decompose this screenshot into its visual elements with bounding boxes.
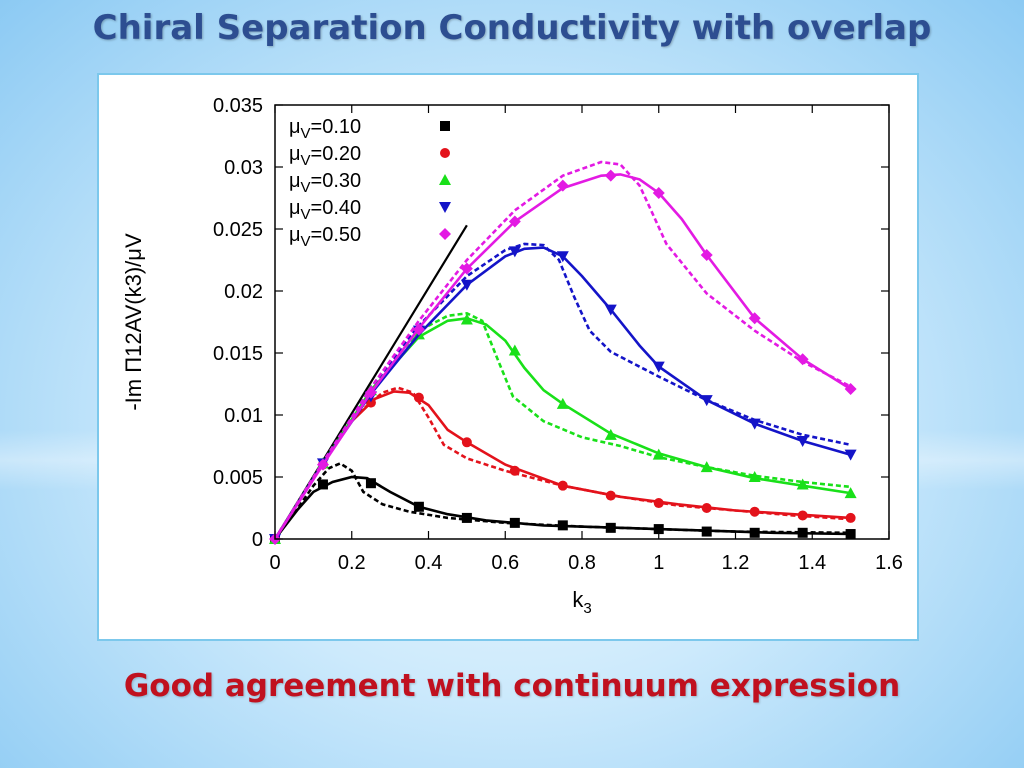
legend-marker [440, 121, 450, 131]
x-tick-label: 1.6 [875, 552, 903, 574]
x-tick-label: 0.8 [568, 552, 596, 574]
legend-marker [439, 174, 451, 185]
data-point [365, 397, 376, 408]
data-point [316, 458, 329, 471]
y-axis-label: -Im Π12AV(k3)/μV [121, 233, 146, 411]
data-point [508, 246, 521, 258]
data-point [413, 392, 424, 403]
data-point [412, 323, 425, 336]
data-point [796, 478, 809, 490]
data-point [748, 471, 761, 482]
data-point [557, 480, 568, 491]
x-tick-label: 0.4 [415, 552, 443, 574]
legend-marker [439, 202, 451, 213]
y-tick-label: 0.035 [213, 95, 263, 117]
data-point [701, 526, 712, 537]
data-point [749, 527, 760, 538]
data-point [556, 179, 569, 192]
legend-marker [439, 228, 451, 240]
data-point [749, 506, 760, 517]
plot-border [274, 104, 890, 540]
data-point [413, 501, 424, 512]
data-point [508, 344, 521, 356]
data-point [556, 397, 569, 409]
series-1 [270, 461, 856, 544]
legend-label: μV=0.40 [289, 197, 361, 223]
slide-title: Chiral Separation Conductivity with over… [92, 8, 932, 48]
data-point [604, 428, 617, 440]
data-point [509, 517, 520, 528]
series-solid-line [273, 390, 851, 540]
data-point [700, 249, 713, 262]
data-point [556, 251, 569, 263]
x-axis-label: k3 [572, 587, 591, 617]
tick-labels: 0 0.2 0.4 0.6 0.8 1 1.2 1.4 1.6 0 0.005 0.01 0.015 0.… [213, 95, 903, 574]
series-dashed-line [273, 160, 852, 540]
legend-label: μV=0.10 [289, 116, 361, 142]
data-point [557, 520, 568, 531]
data-point [701, 503, 712, 513]
data-point [653, 524, 664, 535]
data-point [604, 169, 617, 182]
series-solid-line [273, 246, 851, 540]
data-point [700, 461, 713, 473]
data-point [796, 353, 809, 366]
series-layer [269, 160, 857, 545]
slide-caption: Good agreement with continuum expression [123, 668, 901, 704]
y-tick-label: 0 [252, 529, 263, 551]
y-tick-label: 0.01 [224, 405, 263, 427]
legend-marker [440, 148, 450, 158]
data-point [460, 313, 473, 325]
chart: 0 0.2 0.4 0.6 0.8 1 1.2 1.4 1.6 0 0.005 0.01 0.015 0.… [121, 95, 903, 617]
y-tick-label: 0.03 [224, 157, 263, 179]
data-point [508, 215, 521, 228]
data-point [604, 304, 617, 316]
data-point [605, 490, 616, 501]
data-point [365, 478, 376, 489]
data-point [460, 262, 473, 275]
x-tick-label: 0.2 [338, 552, 366, 574]
data-point [652, 187, 665, 200]
y-tick-label: 0.025 [213, 219, 263, 241]
axis-ticks [274, 104, 890, 540]
x-tick-label: 1 [653, 552, 664, 574]
data-point [460, 279, 473, 291]
data-point [844, 487, 857, 499]
data-point [748, 312, 761, 325]
data-point [844, 449, 857, 461]
legend-label: μV=0.20 [289, 143, 361, 169]
data-point [364, 386, 377, 399]
data-point [844, 382, 857, 395]
series-4 [269, 242, 857, 545]
legend-label: μV=0.30 [289, 170, 361, 196]
data-point [797, 527, 808, 538]
data-point [797, 510, 808, 521]
x-tick-label: 0 [269, 552, 280, 574]
x-tick-label: 1.4 [798, 552, 826, 574]
y-tick-label: 0.015 [213, 343, 263, 365]
data-point [700, 395, 713, 407]
data-point [509, 465, 520, 476]
data-point [461, 512, 472, 523]
legend-label: μV=0.50 [289, 224, 361, 250]
data-point [461, 437, 472, 448]
x-tick-label: 1.2 [722, 552, 750, 574]
data-point [845, 512, 856, 523]
data-point [748, 418, 761, 430]
y-tick-label: 0.005 [213, 467, 263, 489]
data-point [652, 448, 665, 460]
x-tick-label: 0.6 [491, 552, 519, 574]
data-point [652, 361, 665, 373]
series-5 [269, 160, 857, 545]
data-point [317, 479, 328, 490]
data-point [605, 522, 616, 533]
data-point [796, 436, 809, 448]
figure-frame: 0 0.2 0.4 0.6 0.8 1 1.2 1.4 1.6 0 0.005 0.01 0.015 0.… [97, 73, 919, 641]
data-point [653, 498, 664, 509]
y-tick-label: 0.02 [224, 281, 263, 303]
data-point [845, 529, 856, 540]
series-dashed-line [273, 242, 851, 540]
